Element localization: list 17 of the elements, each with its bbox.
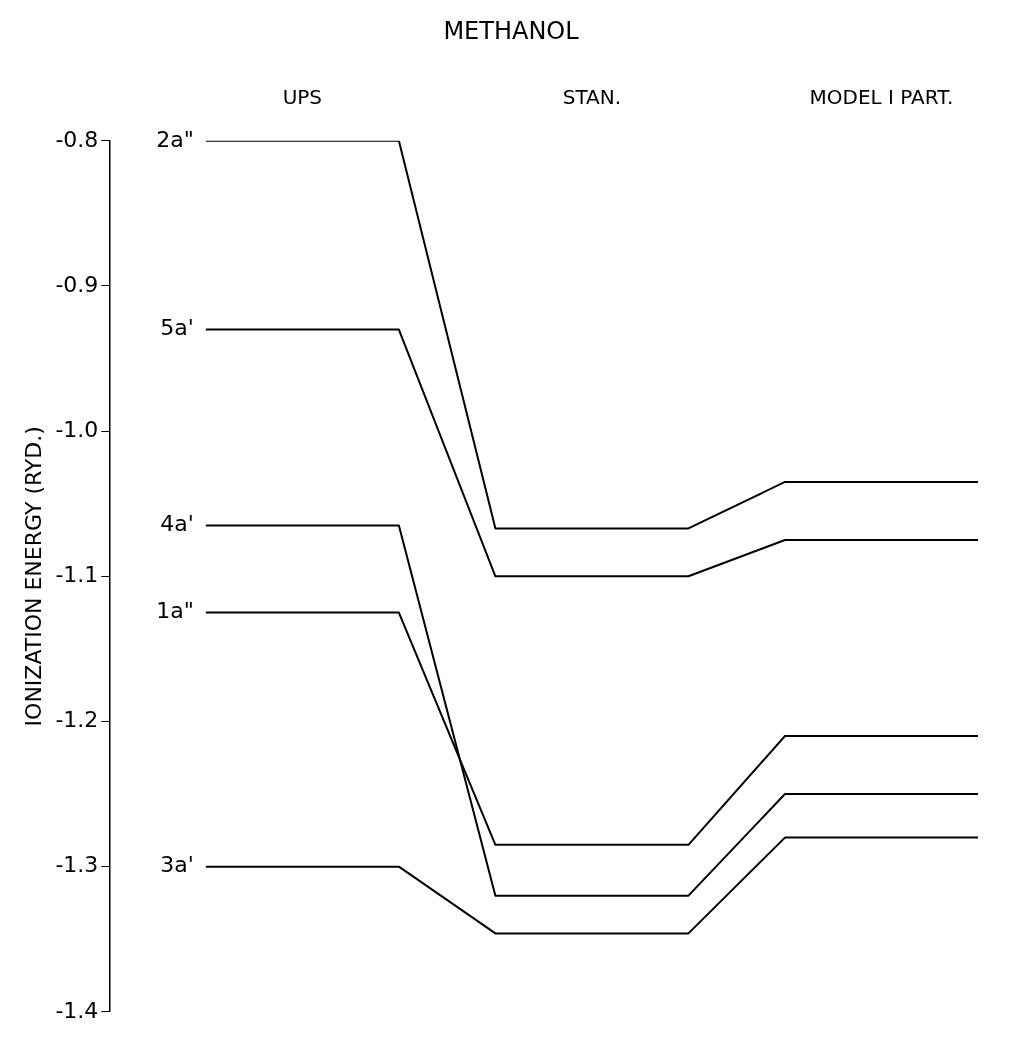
y-tick-label: -0.9	[55, 271, 99, 297]
x-tick-label: MODEL I PART.	[809, 85, 954, 109]
series-label: 5a'	[160, 315, 194, 341]
chart-title: METHANOL	[443, 16, 580, 45]
y-tick-label: -1.0	[55, 416, 99, 442]
series-label: 2a"	[156, 126, 194, 152]
series-label: 3a'	[160, 852, 194, 878]
x-tick-label: STAN.	[562, 85, 622, 109]
x-tick-label: UPS	[282, 85, 323, 109]
series-label: 4a'	[160, 511, 194, 537]
y-axis-title: IONIZATION ENERGY (RYD.)	[20, 426, 46, 727]
series-label: 1a"	[156, 598, 194, 624]
y-tick-label: -1.2	[55, 707, 99, 733]
y-tick-label: -1.1	[55, 562, 99, 588]
y-tick-label: -1.3	[55, 852, 99, 878]
y-tick-label: -0.8	[55, 126, 99, 152]
y-tick-label: -1.4	[55, 997, 99, 1023]
